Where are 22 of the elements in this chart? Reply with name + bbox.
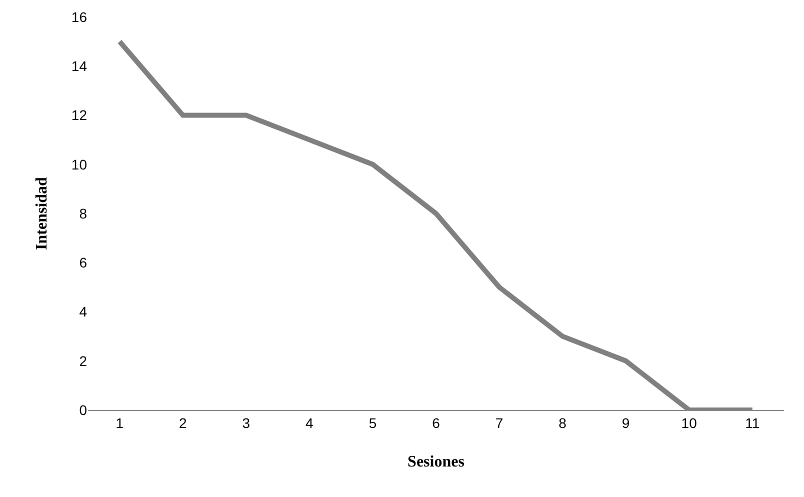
x-tick-label: 7 [495,414,504,431]
y-tick-label: 10 [71,156,88,172]
x-tick-label: 10 [681,414,698,431]
x-tick-label: 6 [432,414,440,431]
y-tick-label: 12 [71,107,88,124]
x-tick-label: 5 [368,414,377,431]
y-tick-label: 16 [71,8,88,25]
y-tick-label: 4 [79,304,88,320]
y-tick-label: 8 [79,205,88,222]
x-axis-title: Sesiones [408,454,464,470]
x-tick-label: 8 [558,414,567,431]
x-tick-label: 1 [116,414,124,431]
y-axis-title: Intensidad [33,176,50,250]
y-tick-label: 2 [79,352,88,369]
x-tick-label: 3 [242,414,250,431]
x-tick-label: 11 [745,414,760,431]
x-tick-label: 4 [306,414,314,431]
y-tick-label: 6 [79,254,88,271]
y-tick-label: 0 [79,402,88,418]
x-tick-label: 9 [622,414,630,431]
y-tick-label: 14 [71,58,88,74]
x-tick-label: 2 [179,414,188,431]
